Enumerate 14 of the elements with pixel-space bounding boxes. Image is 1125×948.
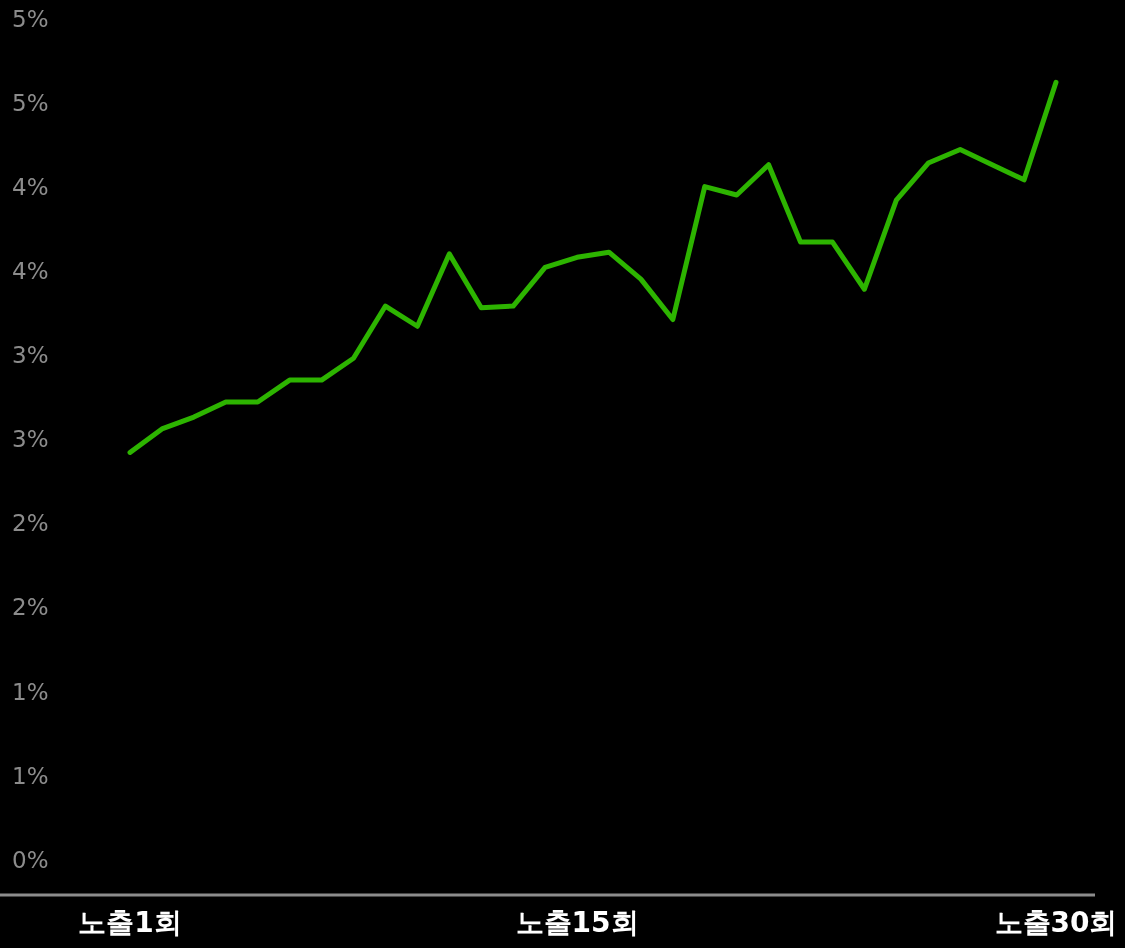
y-tick-label: 3% — [12, 342, 49, 369]
y-tick-label: 0% — [12, 846, 49, 873]
x-tick-label: 노출1회 — [78, 906, 182, 939]
y-tick-label: 1% — [12, 762, 49, 789]
y-tick-label: 2% — [12, 594, 49, 621]
y-tick-label: 3% — [12, 426, 49, 453]
y-tick-label: 5% — [12, 5, 49, 32]
y-tick-label: 4% — [12, 173, 49, 200]
x-tick-label: 노출30회 — [994, 906, 1118, 939]
y-tick-label: 1% — [12, 678, 49, 705]
y-tick-label: 5% — [12, 89, 49, 116]
x-tick-label: 노출15회 — [515, 906, 639, 939]
y-tick-label: 2% — [12, 510, 49, 537]
y-tick-label: 4% — [12, 257, 49, 284]
